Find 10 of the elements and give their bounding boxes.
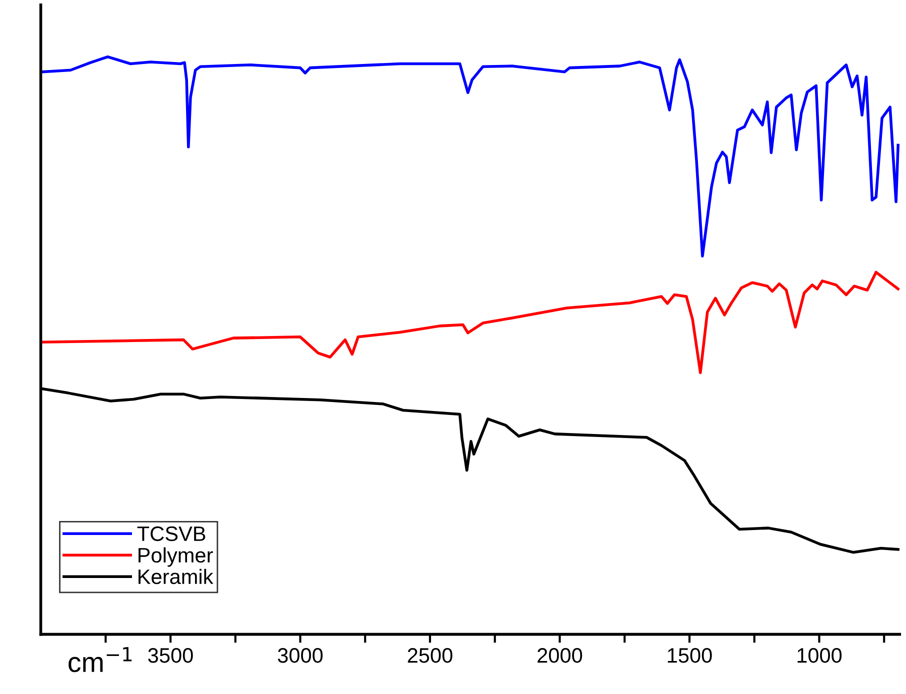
x-tick-label: 2500 bbox=[408, 648, 452, 663]
x-tick-label: 2000 bbox=[538, 648, 582, 663]
x-tick-label: 1000 bbox=[798, 648, 842, 663]
legend-label: TCSVB bbox=[137, 526, 206, 542]
x-tick-label: 3000 bbox=[278, 648, 323, 663]
x-tick-label: 1500 bbox=[668, 648, 712, 663]
legend-label: Polymer bbox=[138, 547, 213, 567]
x-tick-label: 3500 bbox=[148, 648, 193, 663]
x-axis-title: cm$^{−1}$ bbox=[68, 647, 132, 672]
legend-label: Keramik bbox=[138, 568, 214, 584]
